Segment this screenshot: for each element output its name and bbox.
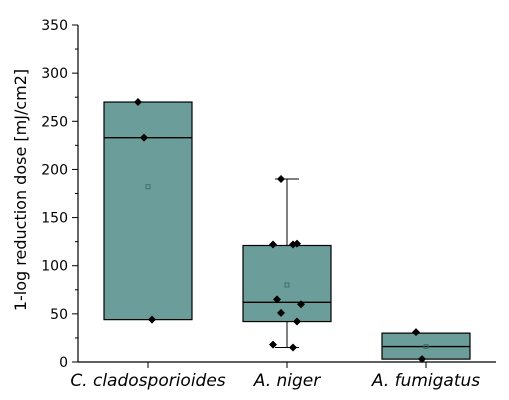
x-axis: C. cladosporioides A. niger A. fumigatus <box>70 361 496 391</box>
data-point <box>148 315 156 324</box>
data-point <box>289 343 297 352</box>
y-tick-label: 250 <box>41 114 68 130</box>
y-axis: 0 50 100 150 200 250 300 350 <box>41 18 79 371</box>
box <box>103 101 193 321</box>
x-tick-label: A. fumigatus <box>371 371 480 391</box>
box-group <box>381 328 471 364</box>
data-point <box>289 240 297 249</box>
y-tick-label: 100 <box>41 259 68 275</box>
box-group <box>242 175 332 352</box>
boxes <box>103 98 471 364</box>
data-point <box>277 308 285 317</box>
x-tick-label: C. cladosporioides <box>70 371 225 391</box>
data-point <box>277 175 285 184</box>
data-point <box>269 340 277 349</box>
y-tick-label: 50 <box>50 307 68 323</box>
data-point <box>134 98 142 107</box>
mean-marker <box>284 282 290 288</box>
data-point <box>269 240 277 249</box>
data-point <box>412 328 420 337</box>
data-point <box>273 295 281 304</box>
x-tick-label: A. niger <box>253 371 322 391</box>
y-tick-label: 0 <box>59 355 68 371</box>
y-tick-label: 350 <box>41 18 68 34</box>
mean-marker <box>145 184 151 190</box>
data-point <box>418 355 426 364</box>
y-tick-label: 300 <box>41 66 68 82</box>
box-group <box>103 98 193 324</box>
data-point <box>140 133 148 142</box>
y-tick-label: 150 <box>41 211 68 227</box>
box <box>242 244 332 323</box>
y-tick-label: 200 <box>41 162 68 178</box>
data-point <box>293 317 301 326</box>
data-point <box>297 300 305 309</box>
mean-marker <box>423 344 429 350</box>
y-axis-title: 1-log reduction dose [mJ/cm2] <box>11 69 30 311</box>
